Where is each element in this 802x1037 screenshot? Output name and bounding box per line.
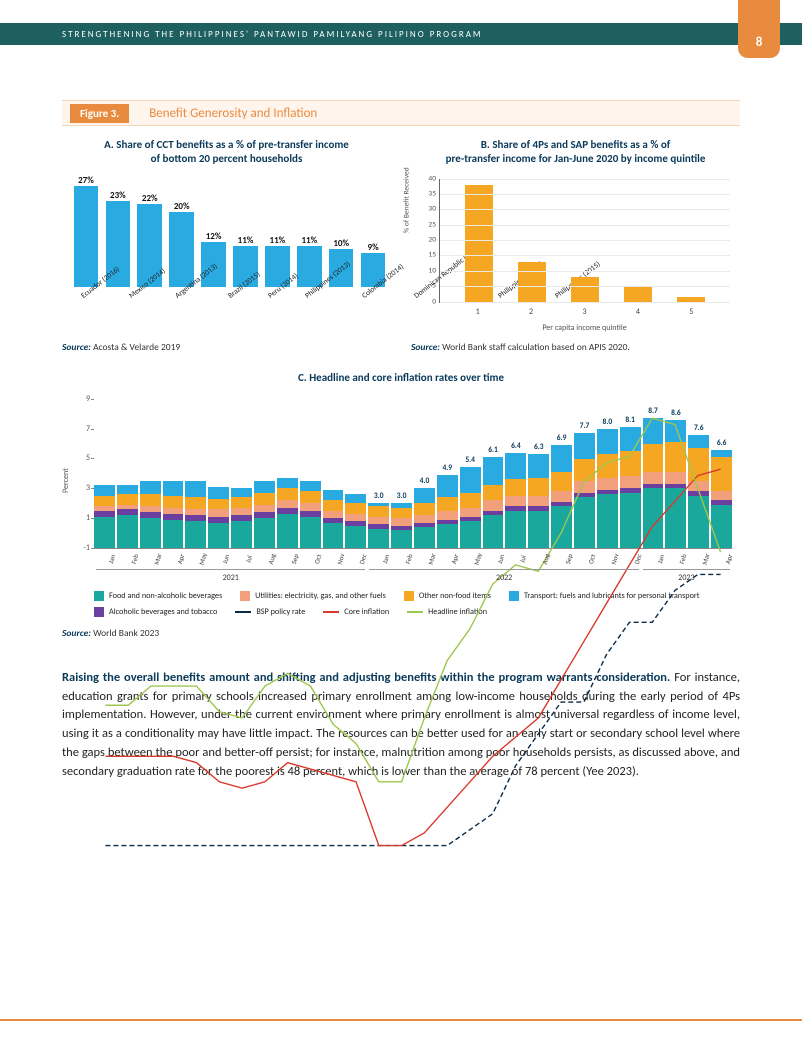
chart-c: Percent 3.03.04.04.95.46.16.46.36.97.78.… <box>62 393 740 583</box>
paragraph-body: For instance, education grants for prima… <box>62 670 740 779</box>
chart-c-bar: 8.1 <box>620 427 641 548</box>
page-number: 8 <box>756 35 763 50</box>
chart-c-bar: 6.4 <box>505 453 526 548</box>
legend-item: Headline inflation <box>407 607 487 617</box>
chart-c-legend: Food and non-alcoholic beverages Utilitie… <box>94 591 740 617</box>
chart-c-bar: 8.0 <box>597 429 618 548</box>
chart-c-bar <box>185 481 206 548</box>
figure-header: Figure 3. Benefit Generosity and Inflati… <box>62 100 740 126</box>
chart-c-bar <box>345 494 366 548</box>
chart-b-bar <box>571 277 599 302</box>
chart-b-ylabel: % of Benefit Received <box>403 167 412 233</box>
chart-c-bar <box>323 490 344 548</box>
chart-c-bar: 7.6 <box>688 435 709 548</box>
chart-b-xlabel: Per capita income quintile <box>439 323 730 333</box>
chart-c-bar <box>140 481 161 548</box>
page-number-tab: 8 <box>738 0 780 58</box>
chart-c-bar: 6.6 <box>711 450 732 548</box>
chart-c-bar <box>163 481 184 548</box>
legend-item: BSP policy rate <box>235 607 305 617</box>
legend-item: Alcoholic beverages and tobacco <box>94 607 217 617</box>
figure-title: Benefit Generosity and Inflation <box>149 106 317 121</box>
chart-c-bar <box>254 481 275 548</box>
chart-c-bar: 8.7 <box>643 418 664 548</box>
chart-c-source: Source: World Bank 2023 <box>62 627 740 639</box>
chart-c-bar <box>94 485 115 548</box>
chart-a-title: A. Share of CCT benefits as a % of pre-t… <box>62 138 391 167</box>
chart-b: % of Benefit Received 0510152025303540 1… <box>411 175 740 335</box>
chart-c-bar: 5.4 <box>460 467 481 547</box>
charts-row-ab: A. Share of CCT benefits as a % of pre-t… <box>62 138 740 335</box>
chart-c-bar: 8.6 <box>665 420 686 548</box>
chart-c-bar: 4.0 <box>414 488 435 548</box>
chart-c-bar: 4.9 <box>437 475 458 548</box>
paragraph-lead: Raising the overall benefits amount and … <box>62 670 670 685</box>
figure-label: Figure 3. <box>70 104 129 123</box>
chart-b-bar <box>624 286 652 301</box>
chart-c-bar: 7.7 <box>574 433 595 548</box>
chart-c-bar <box>208 487 229 548</box>
chart-c-bar <box>277 478 298 548</box>
chart-a-source: Source: Acosta & Velarde 2019 <box>62 341 391 353</box>
chart-c-bar: 6.3 <box>528 454 549 548</box>
chart-c-bar <box>117 485 138 548</box>
header-title: STRENGTHENING THE PHILIPPINES' PANTAWID … <box>62 29 483 40</box>
legend-item: Transport: fuels and lubricants for pers… <box>509 591 700 601</box>
legend-item: Utilities: electricity, gas, and other f… <box>240 591 386 601</box>
sources-row-ab: Source: Acosta & Velarde 2019 Source: Wo… <box>62 341 740 353</box>
chart-c-bar: 3.0 <box>368 503 389 548</box>
chart-b-bar <box>518 262 546 302</box>
chart-a-panel: A. Share of CCT benefits as a % of pre-t… <box>62 138 391 335</box>
legend-item: Core inflation <box>323 607 389 617</box>
chart-c-bar: 3.0 <box>391 503 412 548</box>
chart-c-ylabel: Percent <box>61 468 71 493</box>
chart-a: 27%23%22%20%12%11%11%11%10%9% Ecuador (2… <box>62 175 391 335</box>
chart-c-bar: 6.1 <box>483 457 504 548</box>
header-bar: STRENGTHENING THE PHILIPPINES' PANTAWID … <box>0 23 802 45</box>
chart-c-bar: 6.9 <box>551 445 572 548</box>
chart-b-panel: B. Share of 4Ps and SAP benefits as a % … <box>411 138 740 335</box>
body-paragraph: Raising the overall benefits amount and … <box>62 669 740 782</box>
chart-c-title: C. Headline and core inflation rates ove… <box>62 371 740 385</box>
page-content: Figure 3. Benefit Generosity and Inflati… <box>62 100 740 997</box>
chart-b-title: B. Share of 4Ps and SAP benefits as a % … <box>411 138 740 167</box>
chart-c-bar <box>300 481 321 548</box>
chart-b-source: Source: World Bank staff calculation bas… <box>411 341 740 353</box>
chart-c-bar <box>231 488 252 548</box>
footer-rule <box>0 1019 802 1021</box>
legend-item: Food and non-alcoholic beverages <box>94 591 222 601</box>
chart-b-bar <box>465 185 493 302</box>
chart-c-panel: C. Headline and core inflation rates ove… <box>62 371 740 639</box>
legend-item: Other non-food items <box>404 591 491 601</box>
